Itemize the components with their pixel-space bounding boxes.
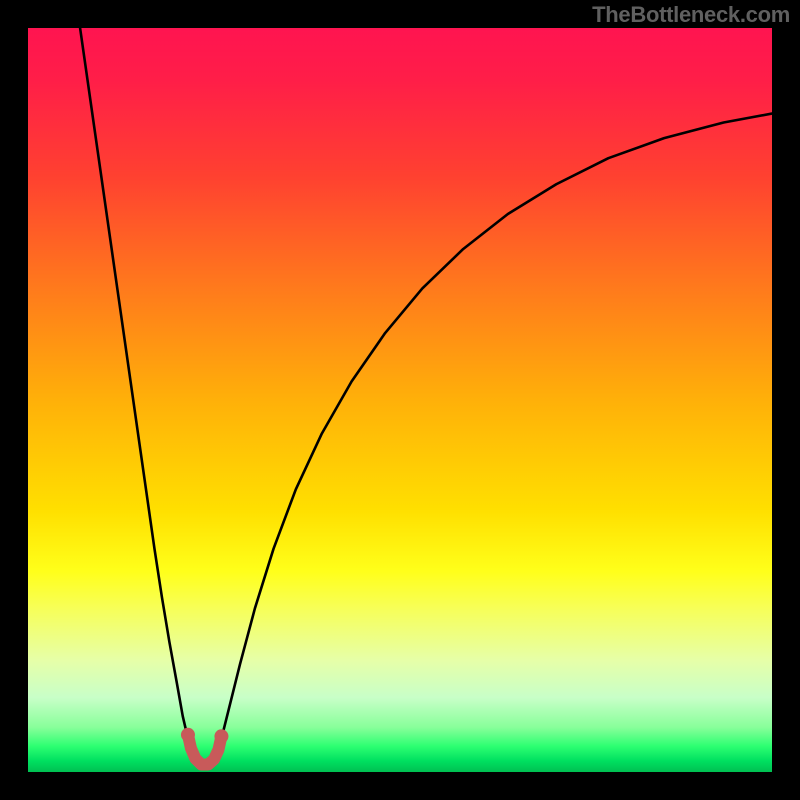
valley-marker-dot-1 [214, 729, 228, 743]
watermark-text: TheBottleneck.com [592, 2, 790, 28]
bottleneck-chart [28, 28, 772, 772]
chart-frame: TheBottleneck.com [0, 0, 800, 800]
valley-marker-dot-0 [181, 728, 195, 742]
